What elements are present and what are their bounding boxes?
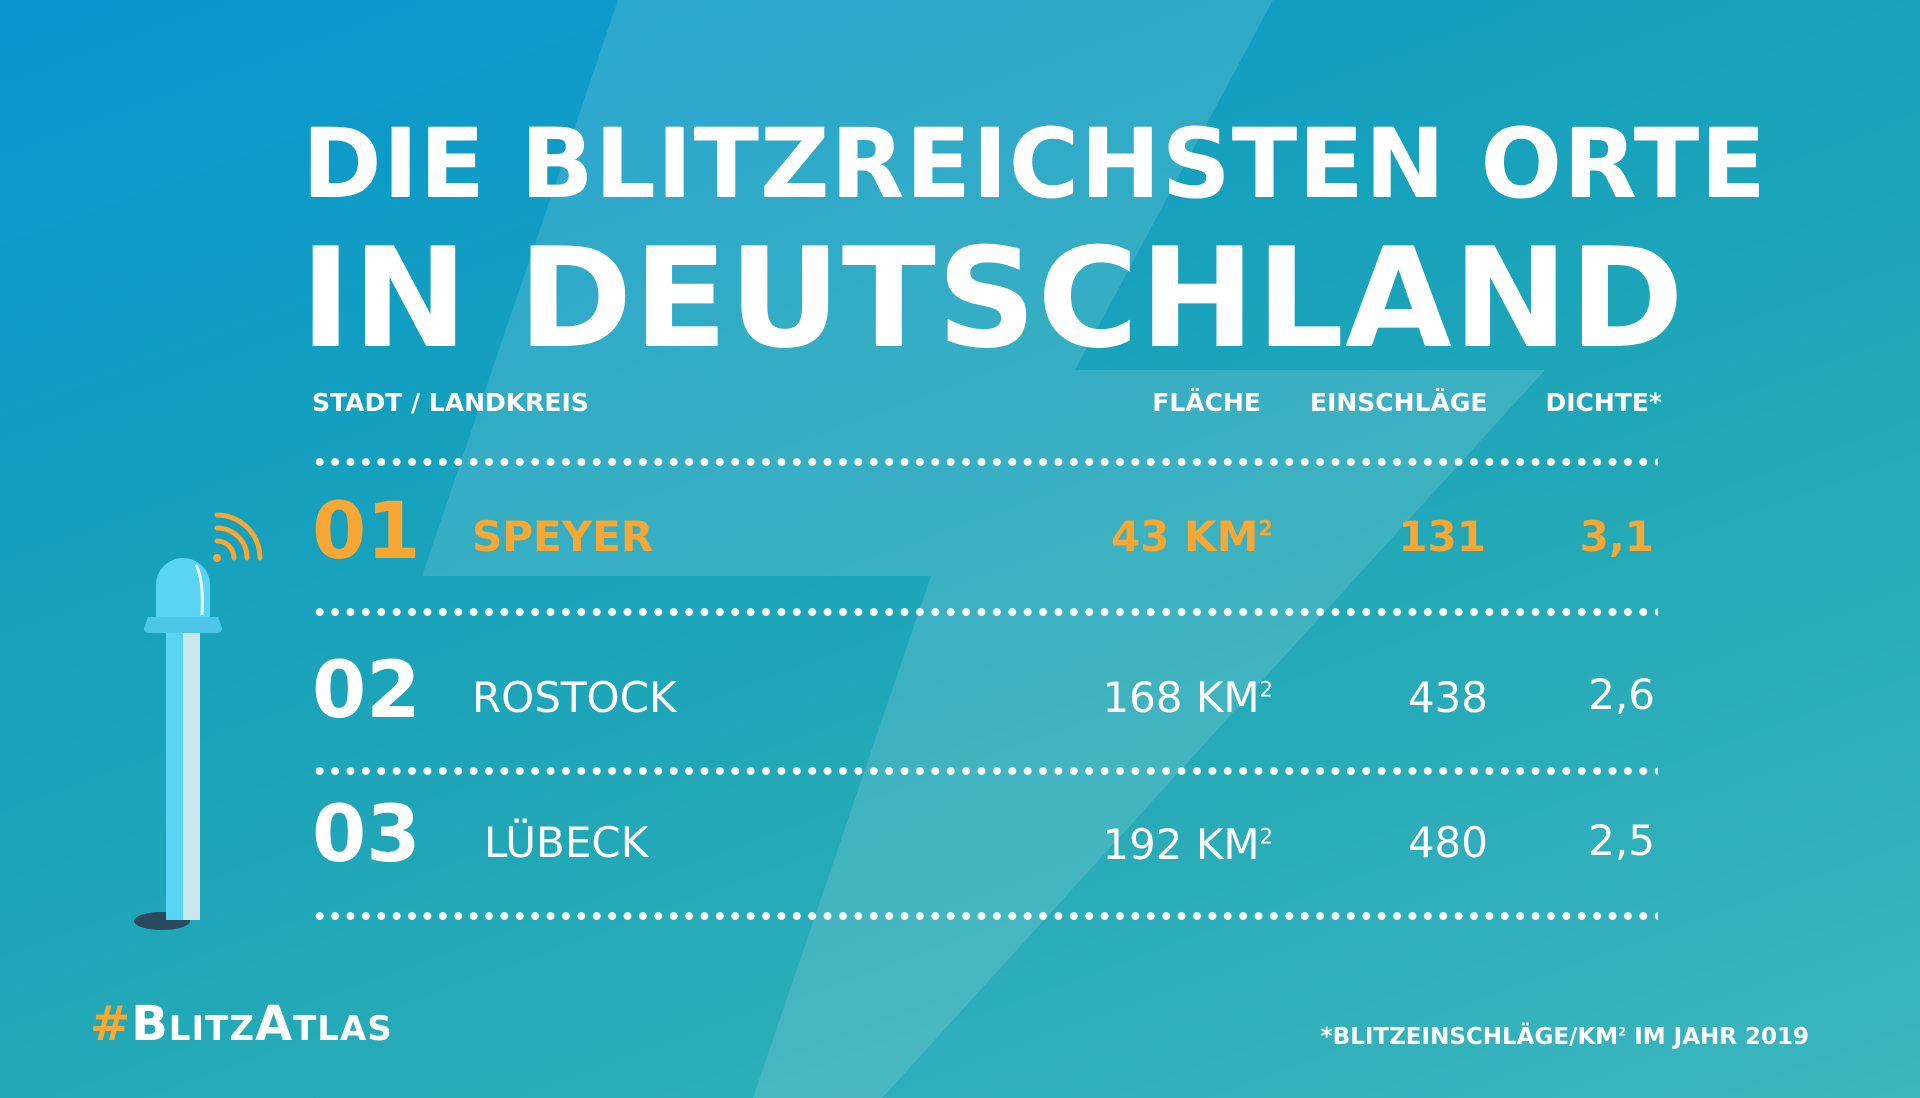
lightning-bolt-shape [422,0,1545,1098]
row-density: 2,6 [1588,670,1655,719]
header-city: STADT / LANDKREIS [312,388,589,417]
dotted-divider [312,607,1658,617]
row-area: 168 KM2 [1102,673,1273,722]
footnote: *BLITZEINSCHLÄGE/KM2 IM JAHR 2019 [1320,1024,1809,1050]
row-area: 43 KM2 [1110,512,1273,561]
row-area: 192 KM2 [1102,820,1273,869]
row-rank: 02 [312,646,421,736]
lightning-rod-illustration [134,512,263,930]
header-density: DICHTE* [1545,388,1662,417]
header-area: FLÄCHE [1152,388,1261,417]
row-rank: 01 [312,487,421,577]
row-city: LÜBECK [484,818,649,867]
dotted-divider [312,911,1658,921]
signal-icon [213,512,263,562]
row-strikes: 131 [1398,512,1486,561]
row-strikes: 480 [1407,818,1488,867]
row-strikes: 438 [1407,673,1488,722]
row-density: 3,1 [1579,512,1654,561]
header-strikes: EINSCHLÄGE [1310,388,1488,417]
row-rank: 03 [312,790,421,880]
title-line-2: IN DEUTSCHLAND [300,218,1685,379]
row-city: SPEYER [472,512,654,561]
title-line-1: DIE BLITZREICHSTEN ORTE [302,108,1767,220]
dotted-divider [312,457,1658,467]
row-density: 2,5 [1588,816,1655,865]
hashtag-logo: #BlitzAtlas [90,996,393,1052]
row-city: ROSTOCK [472,673,677,722]
dotted-divider [312,766,1658,776]
